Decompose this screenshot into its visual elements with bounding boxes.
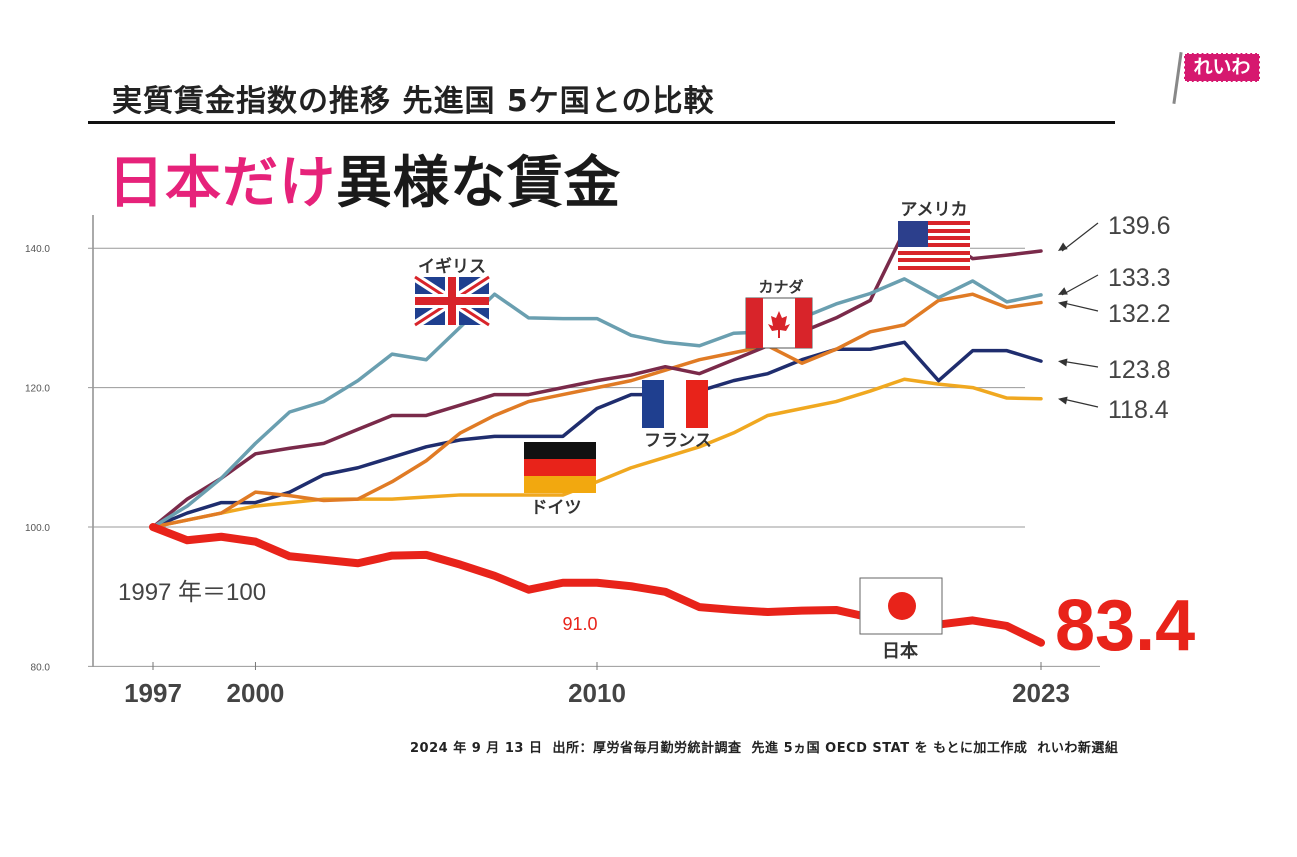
canada-end-value: 132.2	[1108, 300, 1171, 328]
y-tick-label: 120.0	[25, 384, 50, 395]
france-end-value: 123.8	[1108, 356, 1171, 384]
germany-end-value: 118.4	[1108, 396, 1169, 424]
germany-flag-icon	[524, 442, 596, 493]
base-note: 1997 年＝100	[118, 579, 266, 606]
germany-series-line	[151, 377, 1043, 529]
uk-label: イギリス	[418, 257, 486, 276]
x-tick-label: 2000	[227, 678, 285, 708]
canada-series-line	[151, 292, 1043, 529]
germany-arrowhead-icon	[1058, 396, 1068, 405]
france-flag-icon	[642, 380, 708, 428]
japan-label: 日本	[882, 640, 918, 661]
japan-min-value: 91.0	[562, 614, 597, 634]
uk-arrowhead-icon	[1058, 287, 1068, 295]
uk-arrow	[1061, 274, 1099, 296]
usa-label: アメリカ	[900, 200, 967, 219]
x-tick-label: 1997	[124, 678, 182, 708]
y-tick-label: 100.0	[25, 523, 50, 534]
chart-subtitle: 実質賃金指数の推移 先進国 5ケ国との比較	[112, 84, 715, 119]
uk-end-value: 133.3	[1108, 264, 1171, 292]
france-arrow	[1061, 360, 1099, 368]
y-tick-label: 80.0	[31, 662, 51, 673]
usa-flag-icon	[898, 221, 970, 270]
france-arrowhead-icon	[1058, 358, 1068, 367]
uk-flag-icon	[412, 273, 492, 329]
canada-label: カナダ	[758, 278, 803, 296]
reiwa-logo: れいわ	[1172, 50, 1262, 104]
x-tick-label: 2010	[568, 678, 626, 708]
source-footer: 2024 年 9 月 13 日 出所：厚労省毎月勤労統計調査 先進 5ヵ国 OE…	[410, 741, 1119, 756]
japan-flag-icon	[859, 577, 943, 635]
canada-arrowhead-icon	[1058, 300, 1068, 309]
usa-arrow	[1061, 222, 1099, 252]
japan-end-value: 83.4	[1055, 586, 1195, 666]
headline-highlight: 日本だけ	[108, 151, 336, 216]
germany-label: ドイツ	[531, 498, 582, 517]
usa-arrowhead-icon	[1058, 242, 1068, 251]
usa-end-value: 139.6	[1108, 212, 1171, 240]
usa-series-line	[151, 229, 1043, 529]
france-label: フランス	[644, 431, 712, 450]
x-tick-label: 2023	[1012, 678, 1070, 708]
headline: 日本だけ異様な賃金	[108, 138, 621, 219]
france-series-line	[151, 340, 1043, 529]
canada-flag-icon	[745, 297, 813, 349]
canada-arrow	[1061, 301, 1099, 312]
headline-rest: 異様な賃金	[336, 151, 621, 216]
title-divider	[88, 121, 1115, 124]
logo-flag: れいわ	[1184, 53, 1260, 82]
y-tick-label: 140.0	[25, 244, 50, 255]
germany-arrow	[1061, 398, 1099, 408]
uk-series-line	[151, 277, 1043, 529]
